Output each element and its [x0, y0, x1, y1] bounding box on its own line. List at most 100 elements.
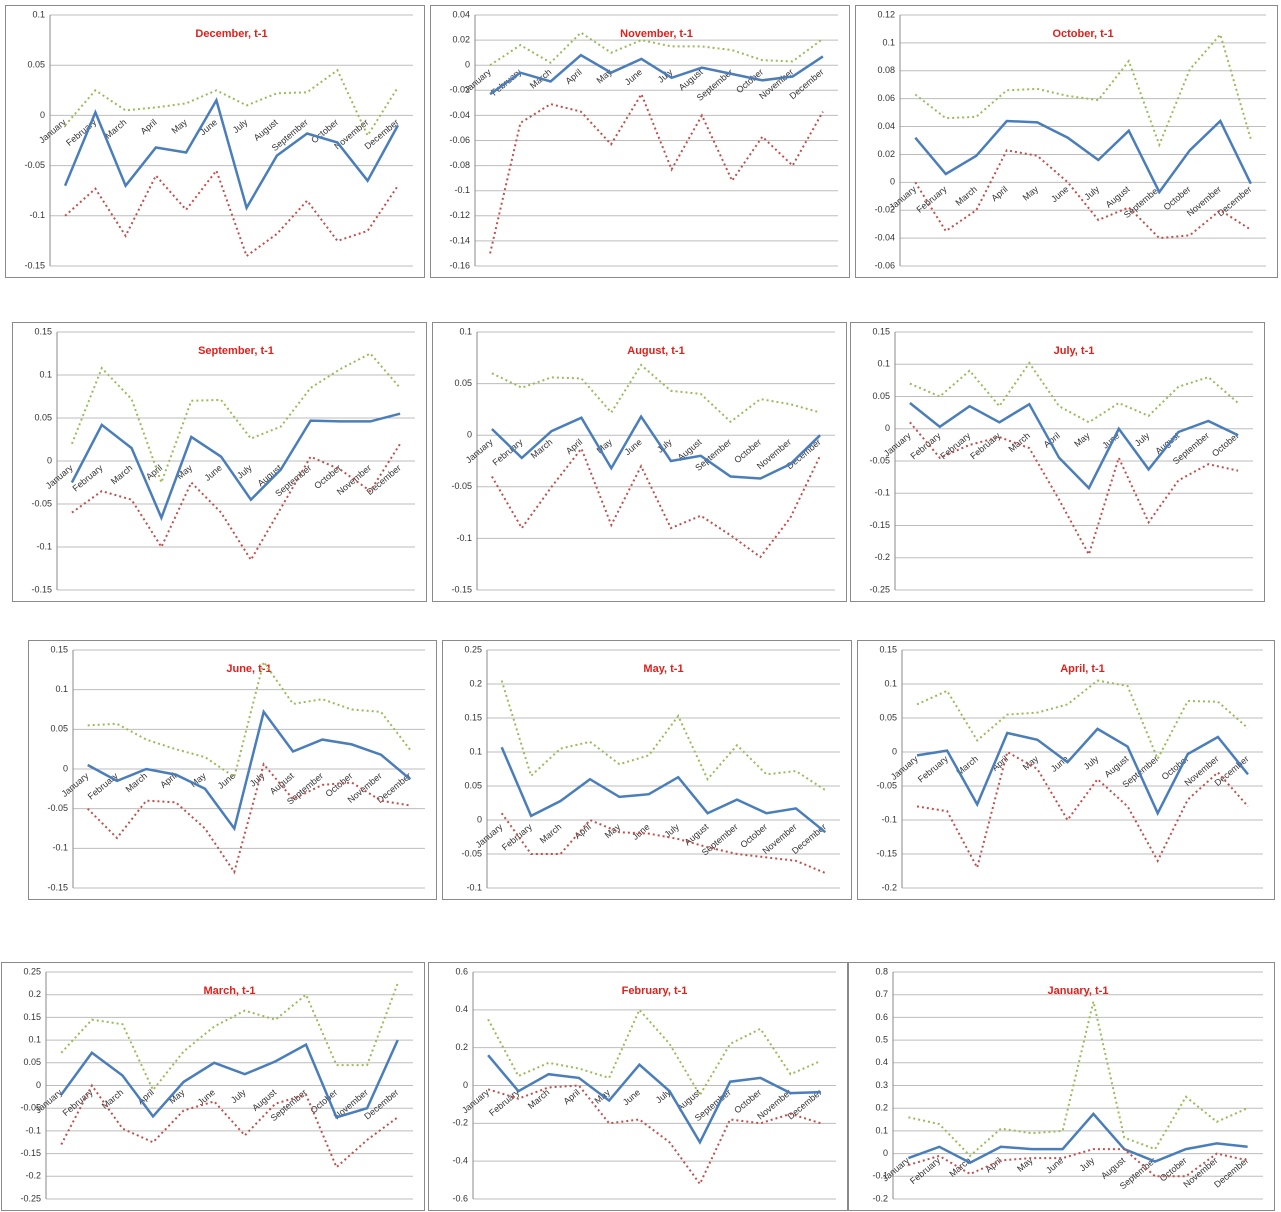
series-line: [491, 414, 821, 480]
y-tick-label: -0.04: [449, 110, 470, 120]
chart-title: August, t-1: [627, 345, 684, 357]
y-tick-label: -0.1: [874, 488, 890, 498]
series-line: [60, 1039, 399, 1119]
chart: -0.25-0.2-0.15-0.1-0.0500.050.10.15Janua…: [850, 322, 1265, 602]
chart-title: March, t-1: [204, 985, 256, 997]
y-tick-label: -0.05: [47, 803, 68, 813]
y-tick-label: 0.02: [877, 149, 895, 159]
y-tick-label: 0: [40, 110, 45, 120]
y-tick-label: 0.25: [464, 644, 482, 654]
y-tick-label: -0.06: [449, 135, 470, 145]
series-line: [60, 1083, 399, 1169]
y-tick-label: -0.15: [876, 848, 897, 858]
y-tick-label: 0.1: [882, 37, 895, 47]
y-tick-label: 0.4: [455, 1004, 468, 1014]
series-line: [489, 53, 824, 96]
y-tick-label: 0.2: [28, 989, 41, 999]
series-line: [60, 983, 399, 1092]
y-tick-label: 0.04: [452, 9, 470, 19]
y-tick-label: -0.14: [449, 235, 470, 245]
chart-frame: [850, 322, 1265, 602]
y-tick-label: -0.12: [449, 210, 470, 220]
series-line: [87, 709, 412, 832]
chart-title: January, t-1: [1048, 985, 1109, 997]
y-tick-label: 0.05: [34, 412, 52, 422]
y-tick-label: 0.1: [884, 678, 897, 688]
y-tick-label: -0.02: [874, 205, 895, 215]
chart: -0.1-0.0500.050.10.150.20.25JanuaryFebru…: [442, 640, 852, 900]
y-tick-label: 0.15: [34, 326, 52, 336]
series-line: [916, 750, 1249, 871]
y-tick-label: -0.2: [881, 882, 897, 892]
y-tick-label: -0.15: [47, 882, 68, 892]
y-tick-label: 0.15: [23, 1012, 41, 1022]
y-tick-label: 0.05: [454, 378, 472, 388]
y-tick-label: 0.15: [872, 326, 890, 336]
y-tick-label: 0: [885, 423, 890, 433]
y-tick-label: 0: [477, 814, 482, 824]
series-line: [914, 32, 1252, 148]
chart: -0.25 -0.2 -0.15 -0.1 -0.05 0 0.05 0.1 0.15 0.2 0.…: [1, 962, 425, 1211]
chart: -0.15-0.1-0.0500.050.10.15JanuaryFebruar…: [28, 640, 437, 900]
y-tick-label: -0.2: [25, 1171, 41, 1181]
y-tick-label: 0.08: [877, 65, 895, 75]
y-tick-label: 0: [63, 763, 68, 773]
y-tick-label: 0.05: [23, 1057, 41, 1067]
y-tick-label: 0.05: [879, 712, 897, 722]
y-tick-label: -0.05: [461, 848, 482, 858]
y-tick-label: 0: [890, 177, 895, 187]
y-tick-label: -0.15: [24, 260, 45, 270]
y-tick-label: 0.3: [875, 1080, 888, 1090]
y-tick-label: 0.12: [877, 9, 895, 19]
y-tick-label: -0.2: [452, 1118, 468, 1128]
y-tick-label: -0.05: [451, 481, 472, 491]
series-line: [907, 1112, 1248, 1165]
y-tick-label: 0: [463, 1080, 468, 1090]
y-tick-label: 0.1: [39, 369, 52, 379]
y-tick-label: -0.2: [874, 552, 890, 562]
y-tick-label: -0.04: [874, 232, 895, 242]
y-tick-label: -0.08: [449, 160, 470, 170]
y-tick-label: 0.1: [469, 746, 482, 756]
series-line: [916, 679, 1249, 762]
chart-frame: [28, 640, 437, 900]
chart-frame: [857, 640, 1275, 900]
chart-frame: [5, 5, 425, 278]
chart-title: December, t-1: [195, 28, 267, 40]
series-line: [64, 68, 399, 138]
series-line: [70, 352, 401, 486]
y-tick-label: 0.05: [872, 391, 890, 401]
y-tick-label: 0.1: [459, 326, 472, 336]
y-tick-label: 0: [883, 1148, 888, 1158]
y-tick-label: 0.2: [455, 1042, 468, 1052]
y-tick-label: -0.2: [872, 1193, 888, 1203]
series-line: [487, 1007, 822, 1097]
y-tick-label: 0.4: [875, 1057, 888, 1067]
y-tick-label: -0.25: [869, 584, 890, 594]
y-tick-label: 0.2: [875, 1103, 888, 1113]
y-tick-label: -0.1: [466, 882, 482, 892]
y-tick-label: -0.06: [874, 260, 895, 270]
chart-title: February, t-1: [622, 985, 688, 997]
y-tick-label: -0.02: [449, 85, 470, 95]
y-tick-label: 0: [465, 60, 470, 70]
y-tick-label: 0.15: [50, 644, 68, 654]
y-tick-label: 0.04: [877, 121, 895, 131]
y-tick-label: -0.25: [20, 1193, 41, 1203]
series-line: [908, 1148, 1248, 1178]
series-line: [909, 402, 1239, 491]
y-tick-label: -0.6: [452, 1193, 468, 1203]
y-tick-label: -0.1: [872, 1171, 888, 1181]
chart-frame: [1, 962, 425, 1211]
series-line: [916, 727, 1249, 817]
chart-title: July, t-1: [1054, 345, 1095, 357]
series-line: [86, 762, 411, 875]
y-tick-label: -0.15: [869, 520, 890, 530]
y-tick-label: 0: [892, 746, 897, 756]
chart: -0.16 -0.14 -0.12 -0.1 -0.08 -0.06 -0.04 -0.02 0…: [430, 5, 850, 278]
y-tick-label: 0: [47, 455, 52, 465]
